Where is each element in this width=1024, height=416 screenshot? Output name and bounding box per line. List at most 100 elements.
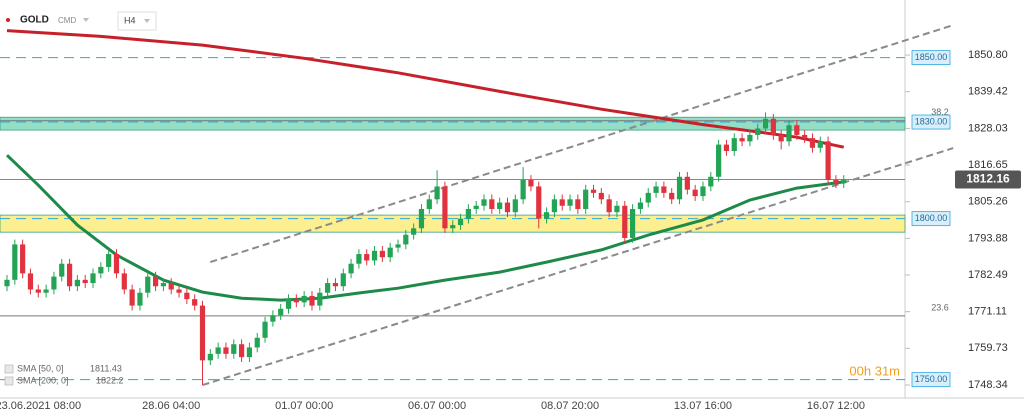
candle-body xyxy=(184,292,190,300)
x-tick-label: 28.06 04:00 xyxy=(142,400,200,412)
candle-body xyxy=(309,295,315,306)
candle-body xyxy=(293,299,299,303)
y-tick-label: 1759.73 xyxy=(968,342,1008,354)
candle-body xyxy=(262,321,268,338)
fibonacci-label: 38.2 xyxy=(931,107,949,117)
x-tick-label: 06.07 00:00 xyxy=(408,400,466,412)
legend-value: 1811.43 xyxy=(90,363,122,373)
x-tick-label: 13.07 16:00 xyxy=(674,400,732,412)
candle-body xyxy=(786,125,792,142)
candle-body xyxy=(317,292,323,306)
candle-body xyxy=(160,283,166,287)
candle-body xyxy=(129,289,135,306)
candle-body xyxy=(113,254,120,274)
market: CMD xyxy=(58,16,76,25)
candle-body xyxy=(98,266,104,274)
legend-icon xyxy=(4,376,14,386)
level-label: 1800.00 xyxy=(915,213,948,223)
dropdown-arrow[interactable] xyxy=(83,18,89,22)
candle-body xyxy=(481,199,487,206)
candle-body xyxy=(497,202,503,209)
candle-body xyxy=(145,276,151,293)
candle-body xyxy=(325,283,331,293)
level-label-box xyxy=(911,372,951,388)
y-tick-label: 1771.11 xyxy=(968,306,1007,318)
last-price-box xyxy=(955,170,1021,189)
candle-body xyxy=(246,347,253,358)
candle-body xyxy=(684,176,690,190)
candle-body xyxy=(817,141,823,148)
candle-body xyxy=(630,208,636,238)
candle-body xyxy=(559,199,565,206)
candle-body xyxy=(504,202,511,213)
candle-body xyxy=(747,134,753,142)
candle-body xyxy=(770,118,776,135)
plot xyxy=(0,24,954,387)
candle-body xyxy=(387,247,393,258)
candle-body xyxy=(489,199,495,209)
candle-body xyxy=(74,279,80,287)
level-label-box xyxy=(911,114,951,130)
candle-body xyxy=(51,276,57,290)
candle-body xyxy=(809,138,816,148)
candle-body xyxy=(536,186,542,219)
candle-timer: 00h 31m xyxy=(849,363,900,378)
candle-body xyxy=(43,289,49,293)
candle-body xyxy=(676,176,683,200)
candle-body xyxy=(716,144,722,177)
y-tick-label: 1816.65 xyxy=(968,159,1008,171)
candle-body xyxy=(176,289,182,293)
candle-body xyxy=(90,273,96,284)
candle-body xyxy=(278,308,284,316)
candle-body xyxy=(12,244,18,280)
candle-body xyxy=(755,128,761,135)
symbol-dot xyxy=(6,18,10,22)
y-tick-label: 1805.26 xyxy=(968,196,1008,208)
dropdown-arrow[interactable] xyxy=(144,19,150,23)
candle-body xyxy=(606,199,612,213)
candle-body xyxy=(708,176,714,187)
candle-body xyxy=(465,208,471,219)
candle-body xyxy=(692,189,698,197)
fibonacci-label: 23.6 xyxy=(931,302,949,312)
candle-body xyxy=(653,186,659,193)
candle-body xyxy=(543,212,550,219)
candle-body xyxy=(590,189,597,193)
candle-body xyxy=(106,254,112,267)
x-tick-label: 08.07 20:00 xyxy=(541,400,599,412)
candle-body xyxy=(794,125,800,135)
timeframe-box[interactable] xyxy=(117,11,157,31)
x-tick-label: 23.06.2021 08:00 xyxy=(0,400,81,412)
candle-body xyxy=(833,180,839,184)
candle-body xyxy=(520,180,526,200)
candle-body xyxy=(239,344,245,358)
candle-body xyxy=(82,279,88,284)
candle-body xyxy=(223,347,229,354)
level-label: 1830.00 xyxy=(915,116,948,126)
candle-body xyxy=(778,134,784,142)
y-tick-label: 1748.34 xyxy=(968,379,1008,391)
candle-body xyxy=(450,225,456,229)
x-tick-label: 01.07 00:00 xyxy=(275,400,333,412)
candle-body xyxy=(418,208,425,229)
candle-body xyxy=(645,192,651,203)
candle-body xyxy=(152,276,159,287)
zone xyxy=(0,116,906,131)
candle-body xyxy=(426,199,432,209)
candle-body xyxy=(395,244,401,248)
level-label-box xyxy=(911,211,951,227)
candle-body xyxy=(301,295,307,303)
candle-body xyxy=(121,273,127,290)
symbol[interactable]: GOLD xyxy=(20,15,49,26)
candle-body xyxy=(622,205,628,238)
candle-body xyxy=(403,234,409,245)
timeframe[interactable]: H4 xyxy=(124,15,136,25)
candle-body xyxy=(168,283,174,290)
candle-body xyxy=(137,292,143,306)
candle-body xyxy=(700,186,706,197)
candle-body xyxy=(199,305,206,361)
candle-body xyxy=(231,344,237,354)
candle-body xyxy=(723,144,730,152)
